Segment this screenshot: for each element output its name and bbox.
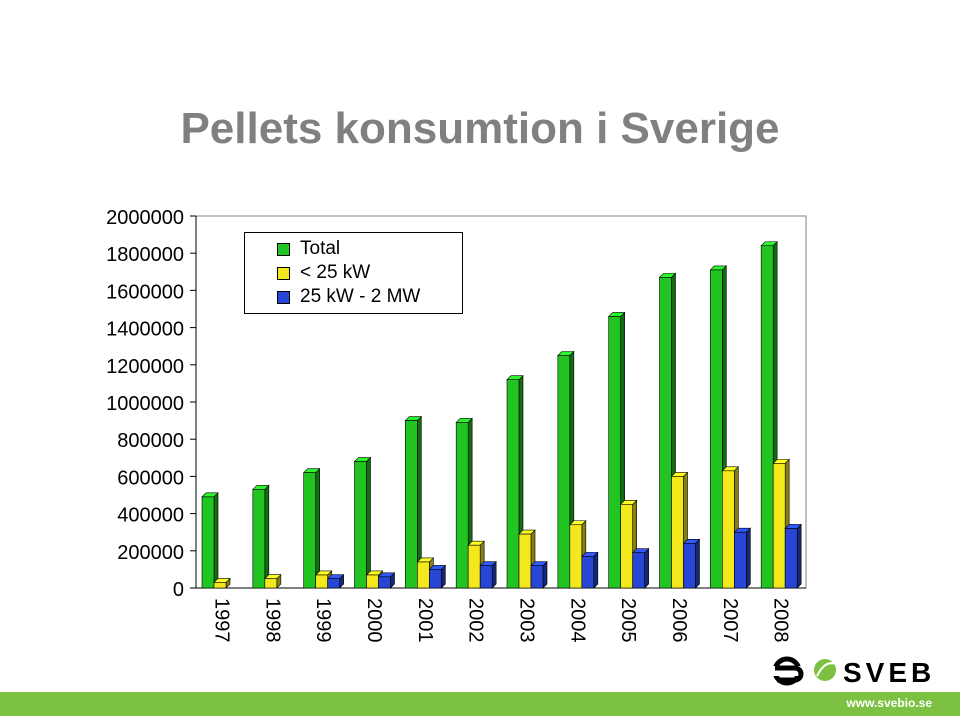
bar: [620, 503, 633, 589]
logo-leaf-icon: [814, 659, 836, 681]
footer-url: www.svebio.se: [846, 696, 932, 710]
logo-s-cut: [773, 666, 801, 676]
y-tick-label: 1200000: [106, 356, 184, 378]
bar: [760, 245, 774, 589]
bar: [772, 463, 786, 589]
bar: [722, 470, 735, 589]
bar: [354, 461, 367, 589]
x-tick-label: 2002: [465, 598, 487, 643]
bar: [479, 565, 493, 589]
logo-leaf-vein: [816, 662, 836, 677]
y-tick-label: 800000: [117, 430, 184, 452]
y-tick-label: 1600000: [106, 281, 184, 303]
bar: [213, 582, 227, 589]
bar: [467, 544, 481, 589]
bar-chart: 0 200000 400000 600000 800000 1000000 1200000 1…: [106, 207, 807, 643]
x-tick-label: 1999: [312, 598, 334, 643]
bar: [506, 379, 520, 589]
legend-item-medium: 25 kW - 2 MW: [277, 285, 462, 309]
chart-legend: Total < 25 kW 25 kW - 2 MW: [244, 232, 463, 314]
bar: [429, 569, 442, 589]
bar: [378, 576, 391, 589]
legend-item-small: < 25 kW: [277, 261, 462, 285]
bar: [581, 556, 595, 589]
x-tick-label: 2003: [515, 598, 537, 643]
bar: [530, 565, 544, 589]
slide-title: Pellets konsumtion i Sverige: [180, 104, 780, 153]
bar-side: [695, 538, 700, 589]
y-tick-label: 200000: [117, 542, 184, 564]
logo-graphic: SVEBIO: [772, 656, 960, 688]
bar-side: [491, 560, 497, 589]
y-tick-label: 1400000: [106, 319, 184, 341]
y-tick-label: 1000000: [106, 393, 184, 415]
bar: [327, 578, 340, 589]
bar: [683, 543, 696, 589]
legend-label-total: Total: [300, 238, 341, 259]
x-tick-label: 2005: [617, 598, 639, 643]
bar: [659, 277, 672, 589]
bar: [252, 489, 266, 589]
bar-side: [796, 523, 802, 589]
x-tick-label: 2007: [719, 598, 741, 643]
legend-swatch-medium: [277, 290, 290, 304]
bar: [264, 578, 278, 589]
bar: [632, 552, 645, 589]
y-tick-label: 1800000: [106, 244, 184, 266]
y-tick-label: 2000000: [106, 207, 184, 229]
logo-text: SVEBIO: [843, 657, 933, 686]
y-tick-label: 0: [173, 579, 184, 601]
bar: [784, 528, 798, 589]
legend-label-small: < 25 kW: [300, 262, 371, 283]
svebio-logo: SVEBIO: [772, 656, 960, 688]
bar: [671, 476, 684, 589]
bar: [518, 533, 532, 589]
bar-side: [366, 456, 371, 589]
legend-label-medium: 25 kW - 2 MW: [300, 286, 421, 307]
bar: [608, 316, 621, 589]
bar-side: [644, 547, 649, 589]
bar: [201, 496, 215, 589]
bar-side: [746, 527, 751, 589]
bar: [734, 531, 747, 589]
legend-swatch-small: [277, 266, 290, 280]
legend-swatch-total: [277, 242, 290, 256]
bar-side: [593, 551, 599, 589]
bar-side: [542, 560, 548, 589]
bar: [557, 355, 571, 589]
bar-side: [213, 492, 219, 589]
x-tick-label: 2004: [566, 598, 588, 643]
bar: [366, 574, 379, 589]
x-tick-label: 1997: [210, 598, 232, 643]
legend-item-total: Total: [277, 237, 462, 261]
x-tick-label: 2006: [668, 598, 690, 643]
x-tick-label: 2000: [363, 598, 385, 643]
bar: [405, 420, 418, 589]
bar: [569, 524, 583, 589]
bar-side: [264, 484, 270, 589]
bar: [303, 472, 316, 589]
bar: [417, 561, 430, 589]
y-tick-label: 600000: [117, 467, 184, 489]
y-tick-label: 400000: [117, 505, 184, 527]
footer-bar: www.svebio.se: [0, 692, 960, 716]
bar: [315, 574, 328, 589]
x-tick-label: 2008: [770, 598, 792, 643]
x-tick-label: 2001: [414, 598, 436, 643]
bar: [710, 269, 723, 589]
x-tick-label: 1998: [261, 598, 283, 643]
bar-side: [315, 467, 320, 589]
bar: [455, 422, 469, 589]
logo-s-curve: [775, 665, 804, 683]
